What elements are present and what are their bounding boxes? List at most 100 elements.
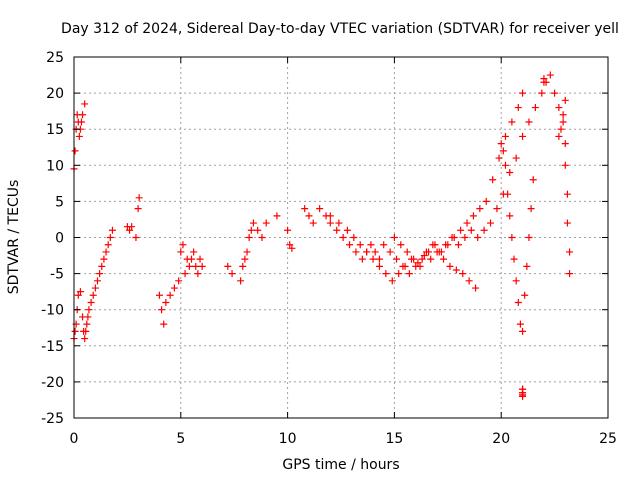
data-point xyxy=(566,248,574,256)
data-point xyxy=(71,147,79,155)
data-point xyxy=(410,255,418,263)
data-point xyxy=(106,234,114,241)
data-point xyxy=(224,262,232,270)
data-point xyxy=(335,219,343,227)
x-tick-label: 10 xyxy=(279,431,297,447)
data-point xyxy=(440,255,448,263)
y-tick-label: -25 xyxy=(41,411,64,427)
data-point xyxy=(326,219,334,227)
data-point xyxy=(333,226,341,234)
data-point xyxy=(551,89,559,97)
data-point xyxy=(480,226,488,234)
data-point xyxy=(162,298,170,306)
data-point xyxy=(356,241,364,249)
data-point xyxy=(506,212,514,220)
chart-title: Day 312 of 2024, Sidereal Day-to-day VTE… xyxy=(61,21,619,37)
data-point xyxy=(375,262,383,270)
grid xyxy=(74,57,608,418)
data-point xyxy=(414,259,422,267)
data-point xyxy=(504,190,512,198)
y-tick-label: 20 xyxy=(46,86,64,102)
data-point xyxy=(126,226,134,234)
data-point xyxy=(326,212,334,220)
data-point xyxy=(309,219,317,227)
data-point xyxy=(243,248,251,256)
data-point xyxy=(177,248,185,256)
data-point xyxy=(75,132,83,140)
y-tick-label: 10 xyxy=(46,158,64,174)
data-point xyxy=(363,248,371,256)
data-point xyxy=(519,89,527,97)
data-point xyxy=(380,241,388,249)
data-point xyxy=(79,111,87,119)
data-point xyxy=(508,234,516,241)
data-point xyxy=(77,118,85,126)
data-point xyxy=(192,262,200,270)
data-point xyxy=(358,255,366,263)
data-point xyxy=(397,241,405,249)
data-point xyxy=(93,277,101,285)
data-point xyxy=(561,161,569,169)
data-point xyxy=(181,270,189,278)
y-tick-label: -20 xyxy=(41,375,64,391)
data-point xyxy=(388,277,396,285)
x-tick-label: 0 xyxy=(70,431,79,447)
data-point xyxy=(305,212,313,220)
data-point xyxy=(89,291,97,299)
data-point xyxy=(81,100,89,108)
data-point xyxy=(187,255,195,263)
y-tick-label: -10 xyxy=(41,303,64,319)
data-point xyxy=(346,241,354,249)
data-point xyxy=(262,219,270,227)
data-point xyxy=(96,270,104,278)
data-point xyxy=(519,327,527,335)
data-point xyxy=(461,234,469,241)
data-point xyxy=(527,205,535,213)
data-point xyxy=(489,176,497,184)
data-point xyxy=(516,320,524,328)
data-point xyxy=(514,104,522,112)
data-point xyxy=(501,161,509,169)
data-point xyxy=(510,255,518,263)
y-tick-labels: 25 20 15 10 5 0 -5 -10 -15 -20 -25 xyxy=(41,50,64,427)
data-point xyxy=(399,262,407,270)
data-point xyxy=(448,234,456,241)
data-point xyxy=(559,118,567,126)
data-point xyxy=(83,320,91,328)
data-point xyxy=(316,205,324,213)
data-point xyxy=(454,241,462,249)
data-point xyxy=(166,291,174,299)
x-tick-labels: 0 5 10 15 20 25 xyxy=(70,431,617,447)
data-point xyxy=(435,248,443,256)
data-point xyxy=(442,241,450,249)
data-point xyxy=(158,306,166,314)
data-point xyxy=(561,96,569,104)
data-point xyxy=(160,320,168,328)
data-point xyxy=(155,291,163,299)
data-point xyxy=(102,248,110,256)
y-tick-label: 15 xyxy=(46,122,64,138)
y-tick-label: 0 xyxy=(55,231,64,247)
data-point xyxy=(135,194,143,202)
data-point xyxy=(132,234,140,241)
data-point xyxy=(446,262,454,270)
data-point xyxy=(179,241,187,249)
data-point xyxy=(350,234,358,241)
data-point xyxy=(525,118,533,126)
data-point xyxy=(74,291,82,299)
axis-ticks xyxy=(73,56,609,419)
data-point xyxy=(241,255,249,263)
data-point xyxy=(100,255,108,263)
data-point xyxy=(474,234,482,241)
data-point xyxy=(540,78,548,86)
data-point xyxy=(501,132,509,140)
data-point xyxy=(108,226,116,234)
data-point xyxy=(395,270,403,278)
data-point xyxy=(476,205,484,213)
data-point xyxy=(495,154,503,162)
data-point xyxy=(369,255,377,263)
data-point xyxy=(175,277,183,285)
data-point xyxy=(523,262,531,270)
data-point xyxy=(98,262,106,270)
